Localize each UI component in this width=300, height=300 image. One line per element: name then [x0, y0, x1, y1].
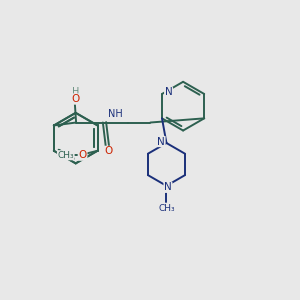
Text: N: N: [157, 136, 165, 146]
Text: NH: NH: [108, 109, 123, 119]
Text: O: O: [79, 150, 87, 160]
Text: N: N: [165, 88, 172, 98]
Text: H: H: [71, 87, 79, 97]
Text: O: O: [105, 146, 113, 156]
Text: O: O: [71, 94, 79, 104]
Text: CH₃: CH₃: [58, 151, 74, 160]
Text: CH₃: CH₃: [158, 204, 175, 213]
Text: N: N: [164, 182, 172, 192]
